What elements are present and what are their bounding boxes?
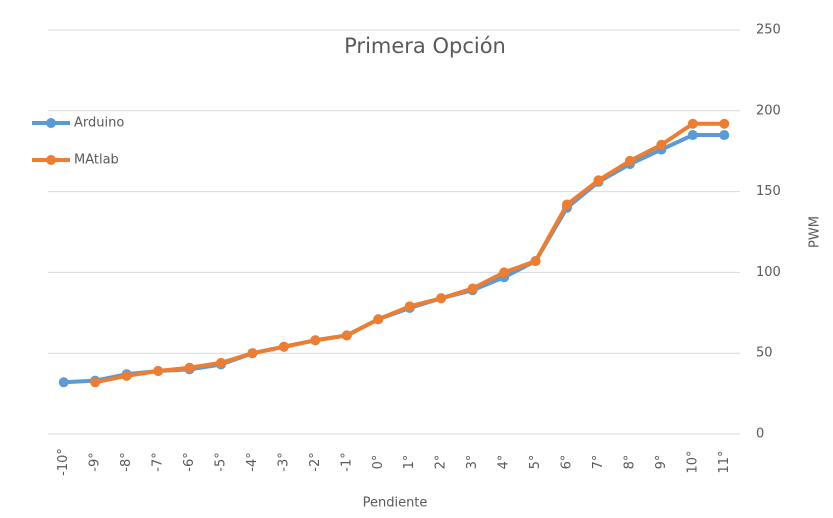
data-point <box>719 118 730 129</box>
data-point <box>467 283 478 294</box>
x-tick-label: 4° <box>497 455 512 470</box>
data-point <box>687 130 698 141</box>
x-tick-label: -4° <box>245 452 260 471</box>
data-point <box>121 370 132 381</box>
data-point <box>247 348 258 359</box>
chart-title: Primera Opción <box>344 34 506 58</box>
y-tick-label: 0 <box>756 427 764 442</box>
legend-marker <box>46 118 56 128</box>
x-tick-label: 1° <box>402 455 417 470</box>
x-tick-label: 10° <box>685 450 700 473</box>
x-tick-label: 9° <box>654 455 669 470</box>
data-point <box>58 377 69 388</box>
data-point <box>656 139 667 150</box>
x-tick-label: 0° <box>371 455 386 470</box>
data-point <box>624 155 635 166</box>
x-tick-label: -6° <box>182 452 197 471</box>
legend-label: Arduino <box>74 116 124 131</box>
x-tick-label: 5° <box>528 455 543 470</box>
x-tick-label: -9° <box>88 452 103 471</box>
legend-marker <box>46 155 56 165</box>
x-tick-label: 6° <box>560 455 575 470</box>
data-point <box>562 199 572 210</box>
data-point <box>436 293 447 304</box>
x-tick-label: -1° <box>339 452 354 471</box>
y-tick-label: 200 <box>756 103 781 118</box>
data-point <box>687 118 698 129</box>
x-tick-label: -2° <box>308 452 323 471</box>
x-tick-label: -8° <box>119 452 134 471</box>
x-tick-label: 11° <box>717 450 732 473</box>
data-point <box>404 301 415 312</box>
y-tick-label: 250 <box>756 23 781 38</box>
x-tick-label: 8° <box>622 455 637 470</box>
y-axis-title: PWM <box>808 216 823 248</box>
data-point <box>184 362 195 373</box>
x-tick-label: 2° <box>434 455 449 470</box>
data-point <box>90 377 101 388</box>
data-point <box>216 357 226 368</box>
x-tick-label: -3° <box>276 452 291 471</box>
data-point <box>341 330 352 341</box>
data-point <box>530 256 541 267</box>
data-point <box>153 365 164 376</box>
data-point <box>593 175 604 186</box>
data-point <box>373 314 384 325</box>
y-tick-label: 100 <box>756 265 781 280</box>
y-tick-label: 50 <box>756 346 773 361</box>
data-point <box>499 267 510 278</box>
x-tick-label: 3° <box>465 455 480 470</box>
legend-label: MAtlab <box>74 153 119 168</box>
y-tick-label: 150 <box>756 184 781 199</box>
series-line <box>63 133 725 385</box>
data-point <box>278 341 289 352</box>
x-tick-label: -7° <box>151 452 166 471</box>
x-axis-title: Pendiente <box>363 496 428 511</box>
data-point <box>310 335 321 346</box>
x-tick-label: -10° <box>56 448 71 476</box>
x-tick-label: -5° <box>214 452 229 471</box>
data-point <box>719 130 730 141</box>
x-tick-label: 7° <box>591 455 606 470</box>
